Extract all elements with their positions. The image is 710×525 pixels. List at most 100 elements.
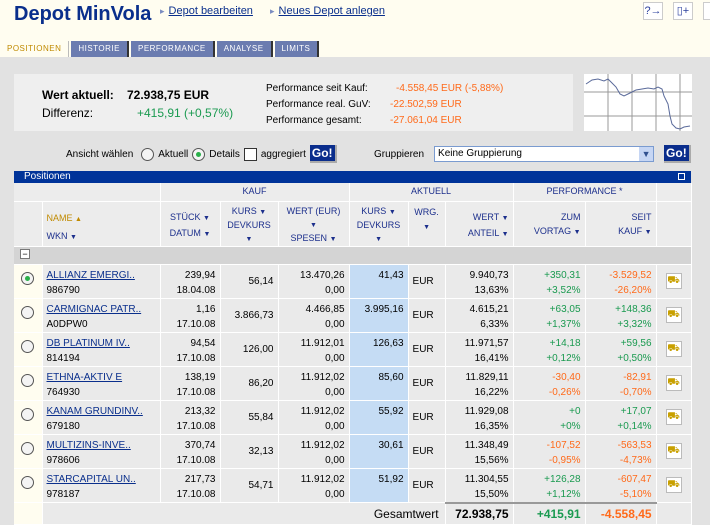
perf-vortag-pct: -0,95% (548, 454, 581, 466)
total-vortag: +415,91 (513, 501, 586, 525)
cart-icon[interactable]: ⛟ (665, 307, 682, 323)
chevron-down-icon[interactable]: ▼ (639, 147, 654, 161)
diff-label: Differenz: (42, 106, 94, 120)
cart-icon[interactable]: ⛟ (665, 341, 682, 357)
anteil: 16,22% (474, 386, 509, 398)
positionen-title: Positionen (24, 171, 71, 182)
cart-icon[interactable]: ⛟ (665, 443, 682, 459)
datum: 17.10.08 (176, 386, 216, 398)
help-icon[interactable]: ?→ (643, 2, 663, 20)
kaufkurs: 55,84 (220, 400, 279, 435)
table-row: KANAM GRUNDINV.. 679180 213,32 17.10.08 55… (14, 400, 692, 435)
aktueller-kurs: 41,43 (349, 264, 409, 299)
perf-vortag: +0 (569, 405, 581, 417)
aktuell-radio[interactable] (141, 147, 155, 161)
seit-kauf-header[interactable]: SEIT KAUF ▼ (585, 201, 657, 247)
vortag-header[interactable]: ZUM VORTAG ▼ (513, 201, 586, 247)
table-row: ETHNA-AKTIV E 764930 138,19 17.10.08 86,20… (14, 366, 692, 401)
wkn: A0DPW0 (46, 318, 88, 330)
stueck-header[interactable]: STÜCK ▼ DATUM ▼ (160, 201, 221, 247)
edit-depot-link[interactable]: Depot bearbeiten (160, 5, 253, 17)
new-depot-link[interactable]: Neues Depot anlegen (270, 5, 385, 17)
spesen: 0,00 (325, 386, 345, 398)
tab-performance[interactable]: PERFORMANCE (130, 41, 215, 57)
row-select-radio[interactable] (21, 272, 35, 285)
aktueller-wert: 11.829,11 (465, 371, 509, 383)
position-name-link[interactable]: KANAM GRUNDINV.. (46, 405, 143, 417)
collapse-group-icon[interactable]: − (20, 248, 30, 259)
perf-seit-kauf: -563,53 (617, 439, 652, 451)
position-name-link[interactable]: DB PLATINUM IV.. (46, 337, 130, 349)
total-row: Gesamtwert 72.938,75 +415,91 -4.558,45 (14, 501, 692, 525)
row-select-radio[interactable] (21, 408, 35, 421)
new-page-icon[interactable]: ▯+ (673, 2, 693, 20)
aktueller-kurs: 55,92 (349, 400, 409, 435)
tab-analyse[interactable]: ANALYSE (216, 41, 273, 57)
wkn: 814194 (46, 352, 80, 364)
page-title: Depot MinVola (14, 3, 152, 25)
gruppieren-select[interactable]: Keine Gruppierung ▼ (434, 146, 655, 162)
wkn: 764930 (46, 386, 80, 398)
tab-limits[interactable]: LIMITS (274, 41, 320, 57)
wrg-header[interactable]: WRG. ▼ (408, 201, 446, 247)
print-icon[interactable]: ▯ (703, 2, 710, 20)
summary-box: Wert aktuell: 72.938,75 EUR Differenz: +… (14, 74, 573, 131)
row-select-radio[interactable] (21, 374, 35, 387)
position-name-link[interactable]: ETHNA-AKTIV E (46, 371, 123, 383)
aggregiert-checkbox[interactable] (243, 147, 257, 161)
cart-icon[interactable]: ⛟ (665, 273, 682, 289)
group-aktuell: AKTUELL (349, 183, 514, 202)
perf-seit-kauf: +148,36 (615, 303, 652, 315)
performance-sparkline[interactable] (584, 74, 692, 131)
view-go-button[interactable]: Go! (309, 145, 337, 163)
anteil: 16,35% (474, 420, 509, 432)
akurs-header[interactable]: KURS ▼ DEVKURS ▼ (349, 201, 409, 247)
kurs-header[interactable]: KURS ▼ DEVKURS ▼ (220, 201, 279, 247)
aggregiert-label: aggregiert (260, 148, 306, 160)
datum: 17.10.08 (176, 318, 216, 330)
tab-historie[interactable]: HISTORIE (71, 41, 129, 57)
perf-vortag: +63,05 (549, 303, 581, 315)
stueck: 370,74 (184, 439, 216, 451)
group-row: − (14, 246, 692, 265)
tab-positionen[interactable]: POSITIONEN (0, 41, 70, 57)
position-name-link[interactable]: STARCAPITAL UN.. (46, 473, 136, 485)
cart-icon[interactable]: ⛟ (665, 375, 682, 391)
datum: 17.10.08 (176, 454, 216, 466)
perf-seit-kauf-pct: -4,73% (619, 454, 652, 466)
group-go-button[interactable]: Go! (664, 145, 691, 163)
aktueller-kurs: 30,61 (349, 434, 409, 469)
wert-anteil-header[interactable]: WERT ▼ ANTEIL ▼ (445, 201, 514, 247)
table-row: DB PLATINUM IV.. 814194 94,54 17.10.08 126… (14, 332, 692, 367)
wert-value: 72.938,75 EUR (127, 88, 210, 102)
perf-vortag: -30,40 (552, 371, 581, 383)
anteil: 6,33% (480, 318, 509, 330)
waehrung: EUR (408, 366, 446, 401)
row-select-radio[interactable] (21, 306, 35, 319)
wert-header[interactable]: WERT (EUR) ▼ SPESEN ▼ (278, 201, 350, 247)
name-header[interactable]: NAME ▲ WKN ▼ (42, 201, 161, 247)
aktueller-kurs: 3.995,16 (349, 298, 409, 333)
cart-icon[interactable]: ⛟ (665, 409, 682, 425)
kaufwert: 11.912,02 (300, 371, 345, 383)
details-radio[interactable] (192, 147, 206, 161)
stueck: 239,94 (184, 269, 216, 281)
position-name-link[interactable]: ALLIANZ EMERGI.. (46, 269, 135, 281)
kaufwert: 11.912,02 (300, 473, 345, 485)
cart-icon[interactable]: ⛟ (665, 477, 682, 494)
aktueller-wert: 4.615,21 (469, 303, 509, 315)
details-label: Details (209, 148, 240, 160)
total-seit-kauf: -4.558,45 (585, 501, 657, 525)
row-select-radio[interactable] (21, 340, 35, 353)
aktuell-label: Aktuell (158, 148, 189, 160)
row-select-radio[interactable] (21, 442, 35, 455)
position-name-link[interactable]: MULTIZINS-INVE.. (46, 439, 131, 451)
row-select-radio[interactable] (21, 476, 35, 490)
positions-table: KAUF AKTUELL PERFORMANCE * NAME ▲ WKN ▼ S… (14, 183, 692, 525)
position-name-link[interactable]: CARMIGNAC PATR.. (46, 303, 142, 315)
perf-vortag: -107,52 (546, 439, 581, 451)
anteil: 13,63% (474, 284, 509, 296)
group-controls: Gruppieren Keine Gruppierung ▼ Go! (374, 145, 691, 163)
collapse-icon[interactable] (678, 173, 685, 180)
spesen: 0,00 (325, 352, 345, 364)
